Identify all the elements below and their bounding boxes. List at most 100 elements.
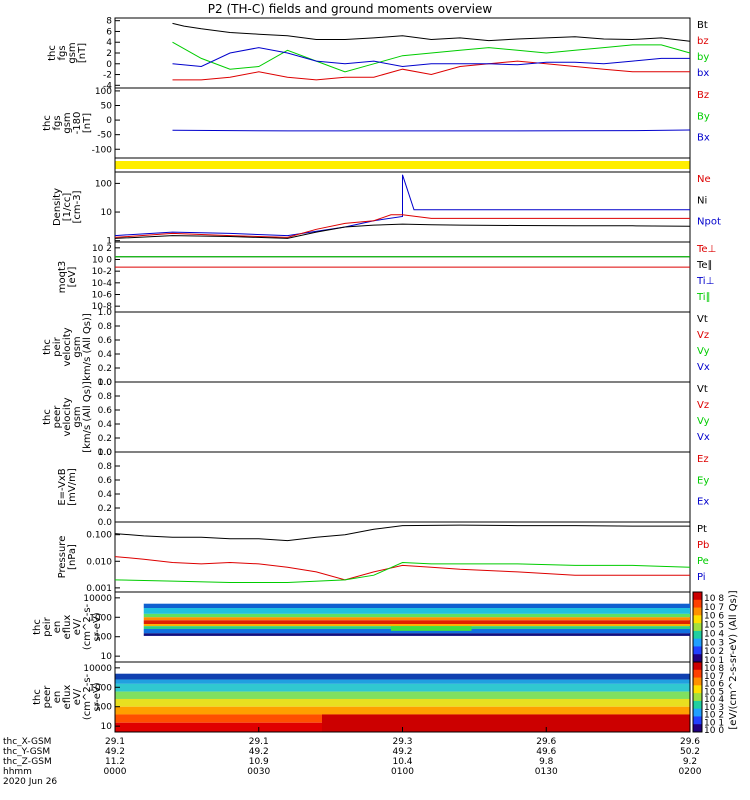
ephemeris-value: 29.6	[680, 737, 700, 747]
ephemeris-label: hhmm	[3, 767, 32, 777]
y-tick-label: 0.6	[98, 336, 113, 346]
series-line-blue	[172, 47, 690, 68]
spectrogram-patch	[322, 714, 690, 732]
spectrogram-band	[143, 603, 690, 609]
legend-entry: Pe	[697, 556, 709, 567]
ephemeris-value: 0030	[247, 767, 270, 777]
colorbar-tick-label: 10 2	[704, 647, 724, 657]
legend-entry: Vx	[697, 432, 710, 443]
y-tick-label: 4	[106, 38, 112, 48]
ephemeris-value: 29.1	[105, 737, 125, 747]
colorbar-frame	[692, 661, 703, 733]
panel-ylabel: peir	[52, 336, 63, 356]
series-line-black	[172, 22, 691, 42]
panel-ylabel: peir	[42, 616, 53, 636]
ephemeris-value: 10.4	[392, 757, 412, 767]
colorbar-tick-label: 10 6	[704, 612, 724, 622]
legend-entry: Vy	[697, 416, 710, 427]
ephemeris-label: thc_Y-GSM	[3, 747, 50, 757]
y-tick-label: 50	[101, 102, 113, 112]
panel-ylabel: thc	[47, 45, 58, 61]
spectrogram-band	[115, 673, 690, 680]
series-line-black	[114, 524, 690, 542]
spectrogram-band	[115, 683, 690, 692]
panel-ylabel: thc	[32, 619, 43, 635]
chart-title: P2 (TH-C) fields and ground moments over…	[207, 2, 493, 16]
y-tick-label: 0.0	[98, 378, 113, 388]
spectrogram-band	[143, 613, 690, 618]
legend-entry: By	[697, 111, 710, 122]
y-tick-label: 0.4	[98, 350, 113, 360]
series-line-black	[114, 223, 691, 239]
panel-ylabel: (cm^2-s-	[82, 673, 93, 720]
panel-ylabel: en	[52, 691, 63, 704]
y-tick-label: 10	[101, 722, 113, 732]
ephemeris-label: thc_Z-GSM	[3, 757, 52, 767]
panel-ylabel: eV/	[72, 688, 83, 705]
panel-frame	[114, 241, 691, 313]
panel-ylabel: thc	[42, 409, 53, 425]
panel-ylabel: [km/s (All Qs)]	[82, 381, 93, 453]
ephemeris-value: 9.8	[539, 757, 554, 767]
colorbar-segment	[693, 638, 702, 647]
date-label: 2020 Jun 26	[3, 777, 57, 787]
ephemeris-value: 0000	[104, 767, 127, 777]
colorbar-label: [eV/(cm^2-s-sr-eV) (All Qs)]	[728, 590, 739, 729]
ephemeris-value: 49.6	[536, 747, 556, 757]
legend-entry: Ey	[697, 475, 709, 486]
legend-entry: bx	[697, 68, 709, 79]
colorbar-tick-label: 10 1	[704, 718, 724, 728]
colorbar-tick-label: 10 0	[704, 726, 724, 736]
spectrogram-band	[115, 679, 690, 684]
ephemeris-value: 0130	[535, 767, 558, 777]
panel-ylabel: fgs	[57, 45, 68, 60]
ephemeris-value: 29.1	[249, 737, 269, 747]
panel-frame	[114, 381, 691, 453]
spectrogram-band	[115, 706, 690, 715]
colorbar-segment	[693, 700, 702, 710]
panel-ylabel: [1/cc]	[62, 193, 73, 222]
colorbar-segment	[693, 708, 702, 717]
colorbar-tick-label: 10 1	[704, 656, 724, 666]
legend-entry: Te∥	[696, 260, 713, 271]
ephemeris-value: 49.2	[392, 747, 412, 757]
panel-ylabel: -180	[72, 112, 83, 135]
y-tick-label: 0	[106, 60, 112, 70]
y-tick-label: 1000	[89, 613, 112, 623]
colorbar-tick-label: 10 3	[704, 703, 724, 713]
y-tick-label: 0.2	[98, 364, 112, 374]
spectrogram-patch	[391, 626, 472, 631]
y-tick-label: 0.100	[86, 531, 112, 541]
ephemeris-value: 29.3	[392, 737, 412, 747]
spectrogram-band	[115, 691, 690, 699]
ephemeris-value: 0100	[391, 767, 414, 777]
y-tick-label: 10	[101, 652, 113, 662]
panel-ylabel: gsm	[72, 406, 83, 427]
y-tick-label: 100	[95, 179, 112, 189]
colorbar-tick-label: 10 4	[704, 695, 724, 705]
series-line-blue	[172, 129, 691, 132]
panel-ylabel: sr-eV)	[92, 612, 103, 641]
legend-entry: Npot	[697, 217, 721, 228]
panel-ylabel: velocity	[62, 397, 73, 436]
colorbar-segment	[693, 630, 702, 640]
legend-entry: Bz	[697, 90, 709, 101]
colorbar-tick-label: 10 6	[704, 680, 724, 690]
legend-entry: Vy	[697, 346, 710, 357]
panel-ylabel: Pressure	[57, 536, 68, 579]
y-tick-label: -50	[97, 131, 112, 141]
colorbar-segment	[693, 693, 702, 702]
legend-entry: Pi	[697, 572, 706, 583]
panel-ylabel: [nT]	[82, 113, 93, 133]
legend-entry: Pb	[697, 540, 709, 551]
ephemeris-value: 9.2	[683, 757, 697, 767]
legend-entry: Ti⊥	[696, 276, 714, 287]
legend-entry: Te⊥	[696, 244, 716, 255]
y-tick-label: 10-8	[92, 302, 113, 312]
colorbar-segment	[693, 724, 702, 733]
colorbar-segment	[693, 662, 702, 671]
y-tick-label: 1.0	[98, 448, 113, 458]
y-tick-label: 8	[106, 17, 112, 27]
panel-ylabel: en	[52, 621, 63, 634]
